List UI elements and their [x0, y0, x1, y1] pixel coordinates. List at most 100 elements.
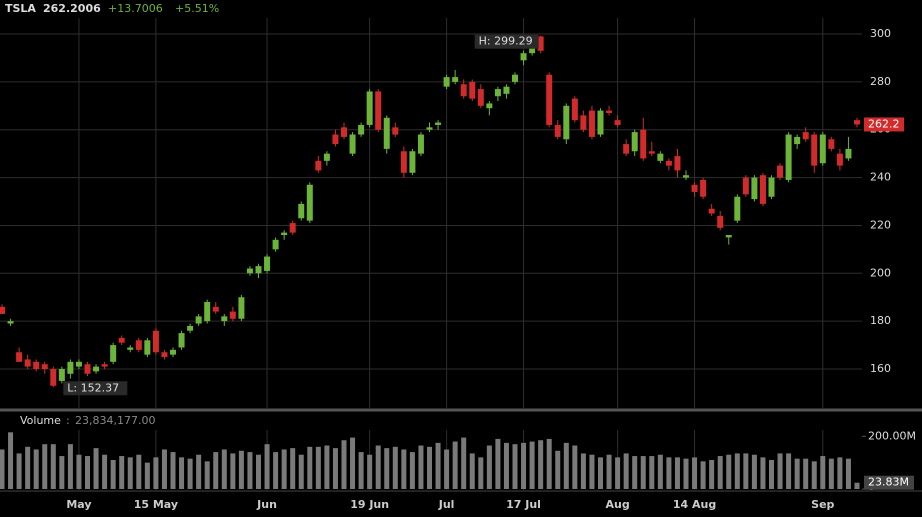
volume-bar	[845, 458, 851, 489]
volume-bar	[350, 437, 356, 489]
volume-bar	[803, 458, 809, 489]
candle-body	[204, 302, 211, 322]
candle-body	[315, 160, 322, 171]
volume-bar	[315, 446, 321, 489]
volume-bar	[119, 456, 125, 489]
volume-bar	[529, 441, 535, 489]
candle-body	[571, 98, 578, 121]
volume-bar	[615, 457, 621, 489]
volume-bar	[238, 450, 244, 489]
candle-body	[717, 215, 724, 228]
candle-body	[75, 361, 82, 367]
candle-body	[631, 132, 638, 152]
candle-body	[67, 361, 74, 374]
volume-bar	[751, 454, 757, 489]
volume-bar	[187, 458, 193, 489]
candle-body	[366, 91, 373, 125]
candle-body	[229, 311, 236, 319]
candle-body	[742, 177, 749, 195]
candle-body	[298, 203, 305, 219]
volume-bar	[307, 446, 313, 489]
candle-body	[759, 175, 766, 204]
volume-bar	[572, 445, 578, 489]
volume-tag-label: 23.83M	[868, 476, 909, 489]
candle-body	[665, 160, 672, 166]
x-tick-label: 17 Jul	[506, 498, 541, 511]
candle-body	[135, 340, 142, 350]
candle-body	[144, 340, 151, 355]
volume-bar	[820, 456, 826, 489]
volume-bar	[16, 453, 22, 489]
y-tick-label: 240	[870, 171, 891, 184]
x-tick-label: May	[66, 498, 91, 511]
candle-body	[392, 127, 399, 135]
y-tick-label: 220	[870, 218, 891, 231]
candle-body	[272, 239, 279, 250]
volume-bar	[67, 444, 73, 489]
candle-body	[657, 153, 664, 161]
volume-bar	[213, 452, 219, 489]
candle-body	[606, 110, 613, 113]
candle-body	[794, 136, 801, 145]
volume-bar	[161, 449, 167, 489]
volume-bar	[743, 453, 749, 489]
volume-bar	[332, 448, 338, 489]
price-tag-label: 262.2	[868, 117, 900, 130]
volume-bar	[290, 448, 296, 489]
candle-body	[836, 153, 843, 166]
volume-bar	[461, 437, 467, 489]
volume-bar	[401, 449, 407, 489]
candle-body	[289, 223, 296, 233]
candle-body	[50, 369, 57, 386]
candle-body	[161, 352, 168, 358]
volume-bar	[734, 453, 740, 489]
candle-body	[494, 89, 501, 97]
volume-bar	[127, 457, 133, 489]
annotation: L: 152.37	[67, 381, 119, 394]
candle-body	[640, 129, 647, 159]
candle-body	[614, 120, 621, 125]
candle-body	[332, 134, 339, 145]
candle-body	[529, 45, 536, 54]
volume-bar	[85, 456, 90, 489]
volume-bar	[666, 457, 672, 489]
candle-body	[597, 110, 604, 135]
volume-bar	[478, 457, 484, 489]
volume-bar	[324, 445, 330, 489]
volume-bar	[59, 456, 65, 489]
volume-bar	[512, 444, 518, 489]
volume-bar	[854, 482, 860, 489]
candle-body	[819, 134, 826, 164]
volume-bar	[273, 452, 279, 489]
candle-body	[341, 127, 347, 137]
last-price: 262.2006	[43, 2, 101, 15]
volume-bar	[427, 446, 432, 489]
candle-body	[452, 77, 459, 82]
candle-body	[24, 359, 31, 367]
candle-body	[486, 103, 493, 109]
candle-body	[323, 153, 330, 161]
y-tick-label: 180	[870, 314, 891, 327]
candle-body	[255, 266, 262, 274]
candle-body	[58, 369, 65, 381]
candle-body	[93, 366, 100, 372]
volume-bar	[674, 457, 680, 489]
volume-tag	[864, 475, 914, 490]
candle-body	[383, 117, 390, 149]
candle-body	[84, 364, 91, 374]
volume-bar	[555, 450, 561, 489]
volume-bar	[76, 454, 82, 489]
volume-bar	[657, 454, 663, 489]
volume-bar	[486, 445, 492, 489]
candle-body	[554, 124, 561, 137]
candle-body	[580, 115, 587, 130]
volume-bar	[221, 449, 227, 489]
candle-body	[751, 177, 758, 200]
candle-body	[777, 165, 784, 178]
candle-body	[623, 144, 630, 154]
volume-bar	[521, 442, 527, 489]
candle-body	[7, 321, 14, 324]
volume-bar	[179, 457, 185, 489]
x-tick-label: 19 Jun	[350, 498, 389, 511]
